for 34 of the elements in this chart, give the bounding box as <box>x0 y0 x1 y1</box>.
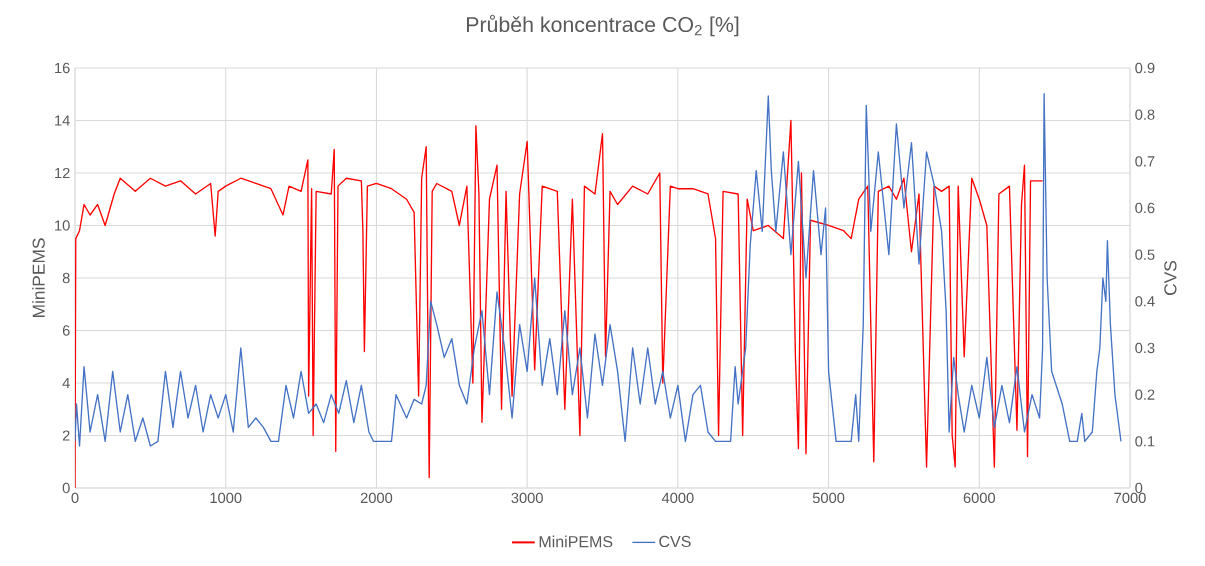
y-tick-label: 4 <box>62 377 70 389</box>
y-tick-label: 14 <box>55 115 70 126</box>
x-tick-label: 6000 <box>963 492 996 504</box>
line-series <box>75 119 1044 488</box>
y2-tick-label: 0.8 <box>1135 109 1155 120</box>
y-tick-label: 8 <box>62 272 70 284</box>
y2-tick-label: 0.6 <box>1135 202 1155 214</box>
x-tick-label: 1000 <box>210 492 242 504</box>
y-tick-label: 16 <box>55 62 70 74</box>
line-series <box>75 93 1122 447</box>
x-tick-label: 4000 <box>661 492 694 504</box>
legend-label: MiniPEMS <box>539 535 613 548</box>
x-tick-label: 3000 <box>511 492 543 504</box>
y2-axis-title: CVS <box>1164 260 1177 295</box>
x-tick-label: 7000 <box>1114 492 1146 504</box>
y-tick-label: 10 <box>55 220 70 231</box>
y2-tick-label: 0 <box>1135 482 1143 494</box>
y2-tick-label: 0.9 <box>1135 62 1155 74</box>
y2-tick-label: 0.1 <box>1135 436 1155 447</box>
legend-label: CVS <box>659 535 691 548</box>
y2-tick-label: 0.4 <box>1135 296 1155 307</box>
x-tick-label: 2000 <box>360 492 393 504</box>
x-tick-label: 0 <box>71 492 79 504</box>
y2-tick-label: 0.3 <box>1135 342 1155 354</box>
y-tick-label: 12 <box>55 167 70 179</box>
y-axis-title: MiniPEMS <box>32 238 45 318</box>
y-tick-label: 6 <box>62 325 70 336</box>
y-tick-label: 0 <box>62 482 70 494</box>
y-tick-label: 2 <box>62 430 70 441</box>
y2-tick-label: 0.7 <box>1135 156 1155 167</box>
y2-tick-label: 0.2 <box>1135 389 1155 400</box>
x-tick-label: 5000 <box>812 492 845 504</box>
y2-tick-label: 0.5 <box>1135 249 1155 260</box>
chart-title: Průběh koncentrace CO$_{2}$ [%] <box>466 14 739 37</box>
